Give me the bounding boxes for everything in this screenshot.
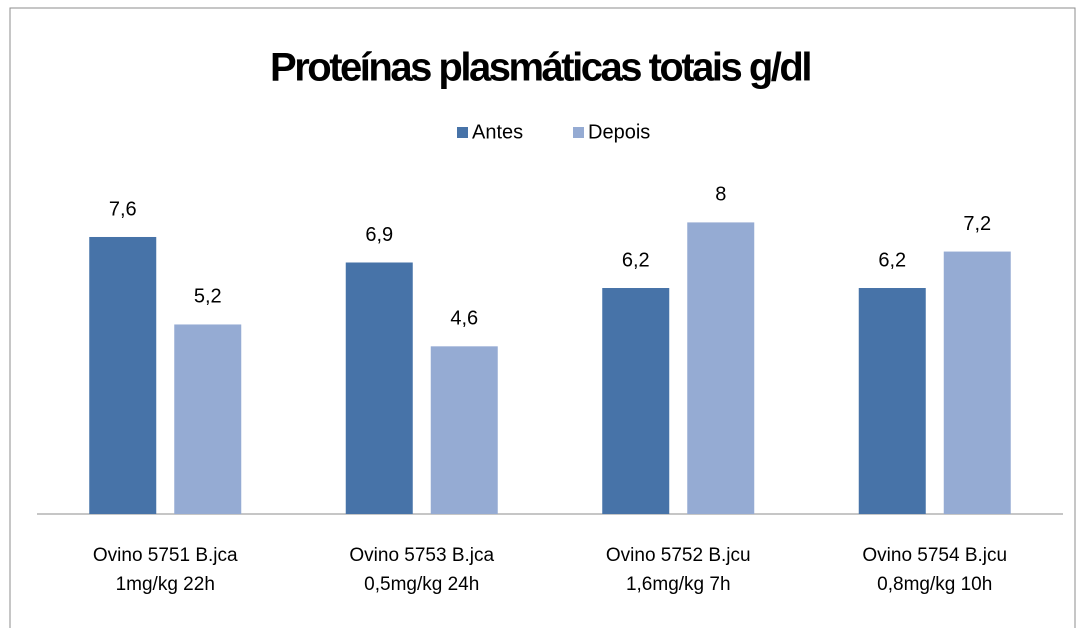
x-tick-label: Ovino 5752 B.jcu 1,6mg/kg 7h <box>606 545 751 595</box>
bar <box>89 236 157 515</box>
legend-label: Antes <box>472 121 523 143</box>
legend-label: Depois <box>588 121 650 143</box>
data-label: 6,9 <box>365 224 393 246</box>
chart-title: Proteínas plasmáticas totais g/dl <box>270 46 810 90</box>
data-label: 6,2 <box>622 249 650 271</box>
bar <box>174 324 242 514</box>
x-tick-label-line: 0,5mg/kg 24h <box>364 574 479 595</box>
data-label: 7,2 <box>963 213 991 235</box>
data-label: 5,2 <box>194 286 222 308</box>
x-tick-label-line: 0,8mg/kg 10h <box>877 574 992 595</box>
data-label: 4,6 <box>450 308 478 330</box>
bar <box>858 288 926 514</box>
legend-swatch <box>457 127 468 138</box>
data-label: 8 <box>715 184 726 206</box>
data-label: 7,6 <box>109 198 137 220</box>
bar <box>345 262 413 514</box>
x-tick-label-line: Ovino 5753 B.jca <box>349 545 494 566</box>
bar <box>687 222 755 514</box>
chart-border <box>9 7 1076 628</box>
x-tick-label: Ovino 5753 B.jca 0,5mg/kg 24h <box>349 545 494 595</box>
x-tick-label-line: 1mg/kg 22h <box>116 574 215 595</box>
x-tick-label-line: Ovino 5752 B.jcu <box>606 545 751 566</box>
bar <box>602 288 670 514</box>
x-tick-label-line: Ovino 5754 B.jcu <box>862 545 1007 566</box>
legend-swatch <box>573 127 584 138</box>
bar <box>430 346 498 514</box>
x-tick-label-line: Ovino 5751 B.jca <box>93 545 238 566</box>
x-tick-label-line: 1,6mg/kg 7h <box>626 574 731 595</box>
data-label: 6,2 <box>878 249 906 271</box>
bar <box>943 251 1011 514</box>
x-tick-label: Ovino 5754 B.jcu 0,8mg/kg 10h <box>862 545 1007 595</box>
x-tick-label: Ovino 5751 B.jca 1mg/kg 22h <box>93 545 238 595</box>
